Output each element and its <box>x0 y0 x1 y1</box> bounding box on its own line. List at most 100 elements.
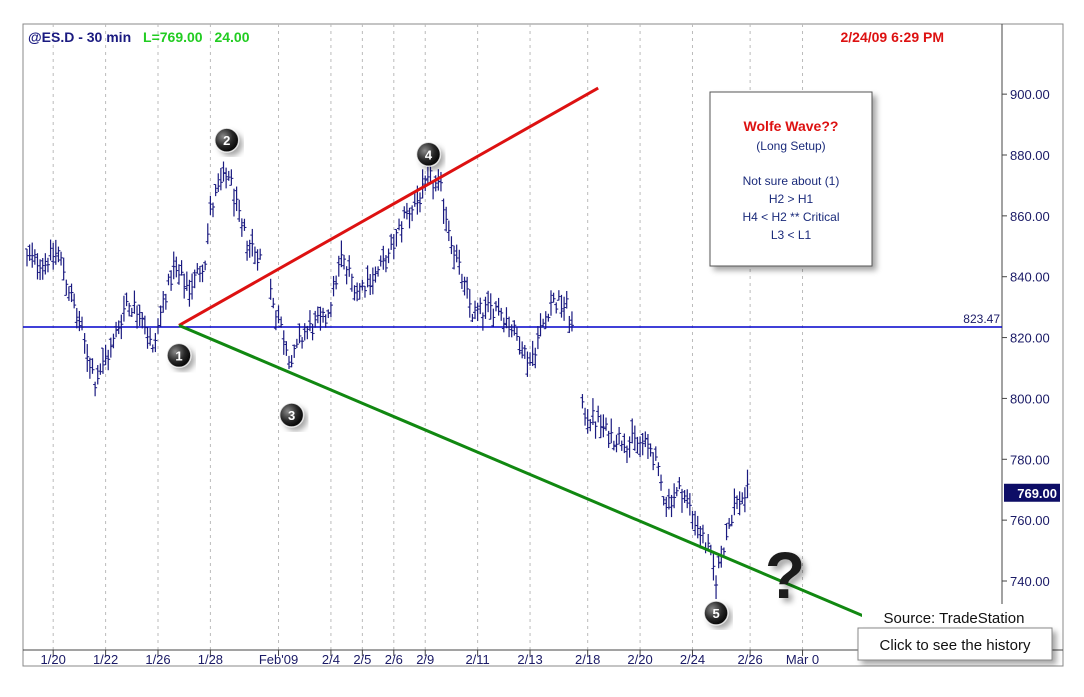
price-bar <box>394 228 399 247</box>
price-bar <box>318 306 323 331</box>
price-bar <box>391 234 396 260</box>
price-bar <box>192 269 197 289</box>
price-bar <box>661 496 666 506</box>
price-bar <box>370 267 375 295</box>
price-bar <box>100 347 105 374</box>
price-bar <box>598 414 603 439</box>
price-bar <box>551 292 556 303</box>
price-bar <box>567 315 572 334</box>
price-bar <box>368 273 373 296</box>
annotation-box: Wolfe Wave?? (Long Setup) Not sure about… <box>709 91 873 267</box>
price-bar <box>294 338 299 348</box>
price-bar <box>444 206 449 232</box>
price-bar <box>491 308 496 327</box>
history-button[interactable]: Click to see the history <box>857 627 1053 661</box>
price-bar <box>124 292 129 307</box>
price-bar <box>716 554 721 569</box>
question-mark: ? <box>765 538 805 612</box>
price-bar <box>596 405 601 423</box>
price-bar <box>449 236 454 255</box>
last-value-label: L=769.00 <box>143 29 203 45</box>
price-bar <box>664 496 669 517</box>
price-bar <box>161 291 166 313</box>
wolfe-lines <box>178 86 911 638</box>
price-bar <box>326 309 331 319</box>
price-bar <box>488 293 493 320</box>
x-tick-label: 2/13 <box>517 652 542 667</box>
y-tick-label: 820.00 <box>1010 331 1050 346</box>
price-bar <box>541 318 546 327</box>
price-bar <box>176 264 181 285</box>
price-bar <box>525 351 530 377</box>
price-bar <box>108 337 113 358</box>
price-bar <box>562 296 567 321</box>
price-bar <box>423 175 428 192</box>
price-bar <box>200 264 205 283</box>
price-bar <box>195 263 200 274</box>
wave-point-4: 4 <box>415 141 442 168</box>
history-button-bg[interactable] <box>857 627 1053 661</box>
price-bar <box>347 255 352 277</box>
price-bar <box>640 433 645 456</box>
price-bar <box>619 440 624 451</box>
price-bar <box>535 326 540 350</box>
price-bar <box>321 307 326 323</box>
price-bar <box>499 307 504 321</box>
price-bar <box>190 273 195 300</box>
price-bar <box>25 248 29 267</box>
price-bar <box>381 245 386 270</box>
history-button-label[interactable]: Click to see the history <box>880 637 1031 654</box>
price-bar <box>93 381 98 397</box>
price-bar <box>305 325 310 340</box>
y-tick-label: 840.00 <box>1010 270 1050 285</box>
price-bar <box>182 273 187 299</box>
price-bar <box>412 191 417 207</box>
price-bar <box>237 199 242 222</box>
price-bar <box>90 358 95 374</box>
price-bar <box>129 307 134 317</box>
price-bar <box>258 248 263 260</box>
x-tick-label: Mar 0 <box>786 652 819 667</box>
price-bar <box>410 205 415 222</box>
price-bar <box>106 349 111 371</box>
price-bar <box>611 440 616 451</box>
price-bar <box>69 283 74 303</box>
symbol-label: @ES.D - 30 min <box>28 29 131 45</box>
price-bar <box>729 514 734 527</box>
price-bar <box>87 357 92 379</box>
price-bar <box>74 307 79 329</box>
wave-point-label: 5 <box>712 606 719 621</box>
price-bar <box>483 296 488 319</box>
svg-text:@ES.D - 30 min L=769.00: @ES.D - 30 min L=769.00 24.00 <box>28 29 250 45</box>
price-bar <box>441 198 446 224</box>
price-bar <box>685 489 690 509</box>
price-bar <box>585 409 590 434</box>
x-tick-label: 2/24 <box>680 652 705 667</box>
price-bar <box>43 253 48 275</box>
price-bar <box>331 275 336 297</box>
price-bar <box>349 273 354 292</box>
price-bar <box>742 487 747 513</box>
price-bar <box>507 316 512 338</box>
x-tick-label: 2/6 <box>385 652 403 667</box>
price-bar <box>438 171 443 192</box>
green-trend-line <box>178 324 911 638</box>
source-label: Source: TradeStation <box>884 610 1025 627</box>
price-bar <box>365 265 370 288</box>
price-bar <box>656 462 661 477</box>
wave-point-3: 3 <box>278 402 305 428</box>
price-bar <box>300 337 305 349</box>
price-bar <box>386 248 391 264</box>
price-bar <box>205 223 210 245</box>
y-tick-label: 740.00 <box>1010 574 1050 589</box>
price-bar <box>648 443 653 457</box>
price-bar <box>680 488 684 513</box>
price-bar <box>35 253 40 280</box>
price-bar <box>216 173 221 193</box>
price-bar <box>533 347 538 369</box>
price-bar <box>140 312 145 329</box>
x-tick-label: 2/26 <box>737 652 762 667</box>
wave-point-label: 2 <box>223 133 230 148</box>
price-bar <box>735 495 740 510</box>
